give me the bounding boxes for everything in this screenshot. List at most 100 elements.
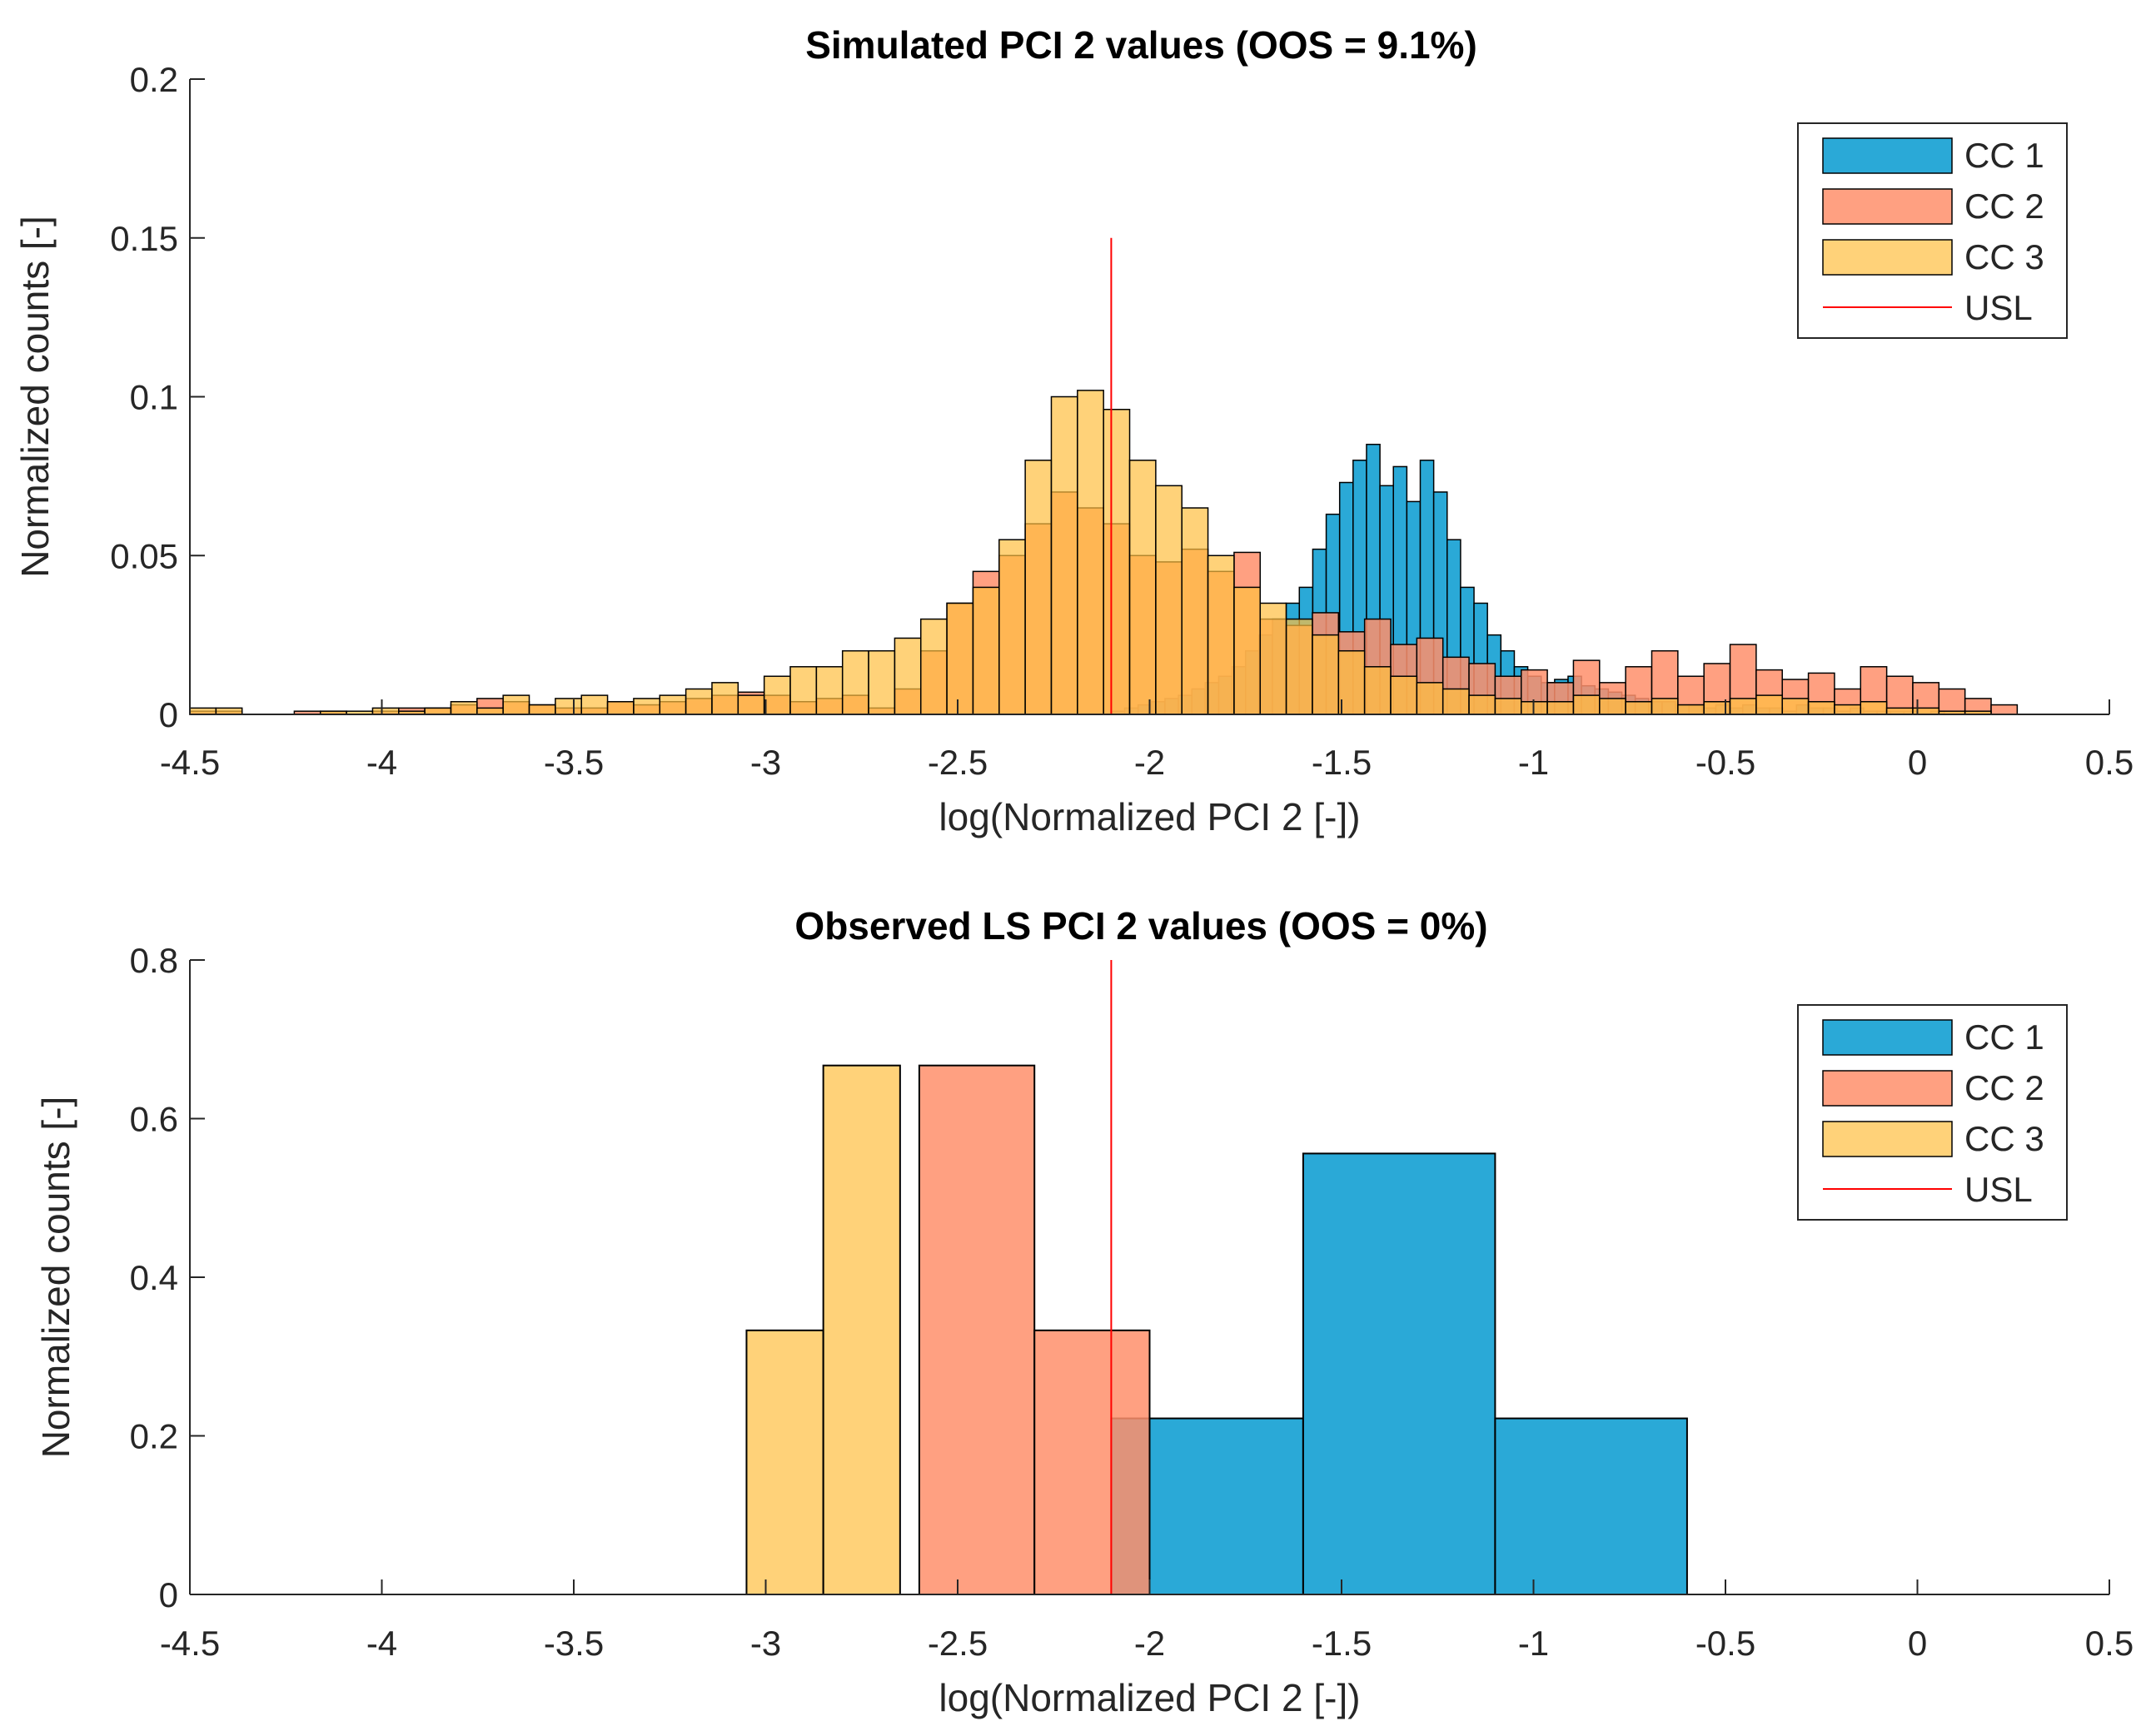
histogram-bar [371, 707, 400, 715]
histogram-bar [1546, 700, 1575, 715]
histogram-bar [745, 1329, 824, 1595]
y-tick-label: 0.4 [130, 1258, 178, 1297]
chart-title: Observed LS PCI 2 values (OOS = 0%) [794, 904, 1487, 948]
x-tick-label: -3.5 [544, 743, 604, 782]
x-tick-label: -0.5 [1695, 743, 1755, 782]
y-tick-label: 0 [159, 1575, 178, 1614]
x-tick-label: 0.5 [2085, 743, 2134, 782]
histogram-bar [685, 688, 713, 715]
series-cc-3 [745, 1064, 901, 1595]
y-tick-label: 0 [159, 695, 178, 734]
histogram-bar [737, 694, 765, 715]
histogram-bar [1050, 395, 1078, 715]
legend: CC 1 CC 2 CC 3 USL [1797, 122, 2068, 339]
histogram-bar [1103, 409, 1131, 715]
y-tick-label: 0.2 [130, 1417, 178, 1456]
histogram-bar [1572, 694, 1601, 715]
x-tick-label: 0 [1908, 1624, 1927, 1663]
legend-label: CC 2 [1964, 187, 2044, 226]
x-tick-label: 0.5 [2085, 1624, 2134, 1663]
x-tick-label: -4.5 [160, 1624, 220, 1663]
legend-label: USL [1964, 288, 2033, 327]
histogram-bar [1302, 1152, 1496, 1596]
histogram-bar [1077, 390, 1104, 715]
y-axis-label: Normalized counts [-] [13, 216, 57, 578]
legend-swatch-cc-3 [1822, 239, 1953, 276]
histogram-bar [894, 637, 922, 715]
histogram-bar [972, 586, 1000, 715]
histogram-bar [606, 700, 635, 715]
histogram-bar [1207, 555, 1235, 715]
histogram-bar [1599, 698, 1626, 715]
x-axis-label: log(Normalized PCI 2 [-]) [939, 795, 1360, 838]
legend-label: CC 2 [1964, 1068, 2044, 1107]
histogram-bar [555, 698, 582, 715]
histogram-bar [868, 649, 896, 715]
x-tick-label: -1 [1518, 743, 1549, 782]
y-tick-label: 0.05 [110, 536, 178, 575]
legend-swatch-cc-3 [1822, 1121, 1953, 1157]
histogram-bar [1181, 507, 1209, 715]
histogram-bar [789, 666, 818, 715]
histogram-bar [711, 682, 739, 715]
histogram-bar [1128, 460, 1157, 715]
y-tick-label: 0.6 [130, 1100, 178, 1139]
histogram-bar [1363, 666, 1392, 715]
histogram-bar [502, 694, 530, 715]
histogram-bar [1416, 682, 1444, 715]
y-tick-label: 0.8 [130, 941, 178, 980]
x-tick-label: -4 [366, 1624, 397, 1663]
histogram-bar [1990, 704, 2019, 715]
observed-histogram-panel: -4.5 -4 -3.5 -3 -2.5 -2 -1.5 -1 -0.5 0 0.5 0 0.2 0.4 0… [34, 904, 2134, 1719]
histogram-bar [841, 649, 869, 715]
histogram-bar [1834, 704, 1862, 715]
histogram-bar [919, 618, 948, 715]
x-tick-label: -2.5 [928, 1624, 988, 1663]
legend-label: CC 3 [1964, 237, 2044, 276]
histogram-bar [1233, 586, 1262, 715]
x-tick-label: -3 [750, 743, 781, 782]
histogram-bar [946, 602, 974, 715]
histogram-bar [1285, 618, 1313, 715]
histogram-bar [1781, 698, 1810, 715]
histogram-bar [1155, 485, 1183, 715]
histogram-bar [1494, 698, 1522, 715]
histogram-bar [1807, 700, 1835, 715]
histogram-bar [1494, 1417, 1688, 1596]
y-axis-label: Normalized counts [-] [34, 1097, 77, 1459]
histogram-bar [215, 707, 243, 715]
histogram-bar [1860, 700, 1888, 715]
y-tick-label: 0.1 [130, 378, 178, 417]
histogram-bar [189, 707, 217, 715]
legend: CC 1 CC 2 CC 3 USL [1797, 1004, 2068, 1221]
histogram-bar [1651, 698, 1679, 715]
x-tick-label: 0 [1908, 743, 1927, 782]
legend-label: CC 1 [1964, 136, 2044, 175]
histogram-bar [476, 707, 504, 715]
histogram-bar [1677, 704, 1705, 715]
histogram-bar [1337, 649, 1366, 715]
simulated-histogram-panel: -4.5 -4 -3.5 -3 -2.5 -2 -1.5 -1 -0.5 0 0.5 0 0.05 0.1… [13, 23, 2134, 838]
histogram-bar [1755, 694, 1783, 715]
series-cc-3 [189, 390, 1992, 715]
x-tick-label: -0.5 [1695, 1624, 1755, 1663]
histogram-bar [1729, 698, 1757, 715]
histogram-bar [528, 704, 556, 715]
y-tick-label: 0.2 [130, 60, 178, 99]
histogram-bar [1441, 688, 1470, 715]
histogram-bar [450, 700, 478, 715]
histogram-bar [1468, 694, 1496, 715]
legend-swatch-cc-1 [1822, 1019, 1953, 1056]
legend-swatch-cc-1 [1822, 137, 1953, 174]
x-tick-label: -1 [1518, 1624, 1549, 1663]
histogram-bar [918, 1064, 1036, 1595]
x-tick-label: -4 [366, 743, 397, 782]
histogram-bar [1885, 707, 1914, 715]
legend-swatch-cc-2 [1822, 188, 1953, 225]
x-axis-label: log(Normalized PCI 2 [-]) [939, 1676, 1360, 1719]
histogram-bar [1033, 1329, 1151, 1595]
histogram-bar [822, 1064, 901, 1595]
legend-label: USL [1964, 1170, 2033, 1209]
histogram-bar [580, 694, 609, 715]
